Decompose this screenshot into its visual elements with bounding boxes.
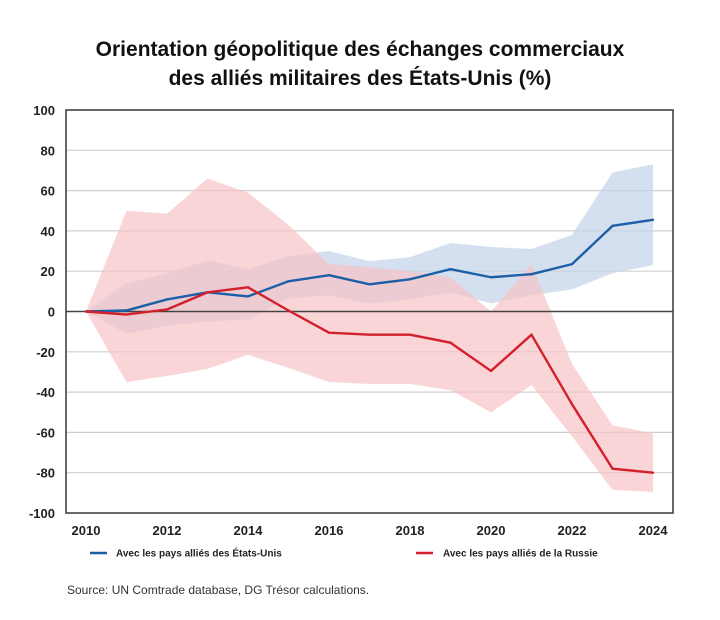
point-us-allies-2019 xyxy=(449,267,452,271)
point-us-allies-2015 xyxy=(287,280,290,283)
point-russia-allies-2010 xyxy=(84,310,88,313)
point-us-allies-2022 xyxy=(570,262,574,266)
x-axis-ticks: 2010 2012 2014 2016 2018 2020 2022 2024 xyxy=(72,523,669,538)
confidence-bands xyxy=(86,164,653,492)
x-tick-label: 2020 xyxy=(477,523,506,538)
point-russia-allies-2020 xyxy=(489,369,493,373)
point-russia-allies-2019 xyxy=(449,341,452,344)
legend-item-us-allies: Avec les pays alliés des États-Unis xyxy=(90,547,282,560)
point-us-allies-2012 xyxy=(165,298,169,301)
chart-title-line-2: des alliés militaires des États-Unis (%) xyxy=(168,67,552,90)
x-tick-label: 2014 xyxy=(234,523,264,538)
y-tick-label: -60 xyxy=(36,425,55,440)
x-tick-label: 2010 xyxy=(72,523,101,538)
point-us-allies-2016 xyxy=(327,274,331,277)
y-tick-label: 40 xyxy=(41,224,55,239)
point-us-allies-2021 xyxy=(530,273,533,276)
point-us-allies-2011 xyxy=(125,309,128,312)
point-russia-allies-2023 xyxy=(611,467,614,470)
point-russia-allies-2021 xyxy=(530,333,533,336)
legend-label-us-allies: Avec les pays alliés des États-Unis xyxy=(116,547,282,560)
legend-label-russia-allies: Avec les pays alliés de la Russie xyxy=(443,549,598,560)
x-tick-label: 2018 xyxy=(396,523,425,538)
x-tick-label: 2012 xyxy=(153,523,182,538)
x-tick-label: 2022 xyxy=(558,523,587,538)
y-tick-label: -40 xyxy=(36,385,55,400)
chart-title-line-1: Orientation géopolitique des échanges co… xyxy=(95,38,625,61)
point-us-allies-2020 xyxy=(489,276,493,279)
y-tick-label: -20 xyxy=(36,345,55,360)
point-us-allies-2024 xyxy=(651,218,655,222)
point-russia-allies-2024 xyxy=(651,471,655,474)
point-us-allies-2017 xyxy=(368,283,371,286)
point-russia-allies-2015 xyxy=(287,309,290,312)
chart-title: Orientation géopolitique des échanges co… xyxy=(0,35,720,93)
plot-frame xyxy=(65,109,674,514)
point-us-allies-2014 xyxy=(246,295,250,298)
y-tick-label: -100 xyxy=(29,506,55,521)
point-russia-allies-2014 xyxy=(246,286,250,289)
y-tick-label: 60 xyxy=(41,184,55,199)
point-russia-allies-2022 xyxy=(570,402,574,406)
source-note: Source: UN Comtrade database, DG Trésor … xyxy=(67,583,370,597)
point-russia-allies-2012 xyxy=(165,308,169,311)
y-tick-label: 80 xyxy=(41,143,55,158)
series-lines xyxy=(84,218,655,474)
point-russia-allies-2016 xyxy=(327,331,331,334)
point-russia-allies-2013 xyxy=(206,291,209,294)
legend-item-russia-allies: Avec les pays alliés de la Russie xyxy=(416,549,598,560)
point-us-allies-2023 xyxy=(611,224,614,228)
x-tick-label: 2024 xyxy=(639,523,669,538)
point-russia-allies-2018 xyxy=(408,333,412,336)
point-russia-allies-2011 xyxy=(125,313,128,316)
y-tick-label: 20 xyxy=(41,264,55,279)
y-tick-label: 0 xyxy=(48,305,55,320)
legend: Avec les pays alliés des États-Unis Avec… xyxy=(90,547,598,560)
x-tick-label: 2016 xyxy=(315,523,344,538)
y-tick-label: 100 xyxy=(33,103,55,118)
point-us-allies-2018 xyxy=(408,278,412,281)
y-tick-label: -80 xyxy=(36,466,55,481)
point-russia-allies-2017 xyxy=(368,333,371,336)
y-axis-ticks: 100 80 60 40 20 0 -20 -40 -60 -80 -100 xyxy=(29,103,55,521)
